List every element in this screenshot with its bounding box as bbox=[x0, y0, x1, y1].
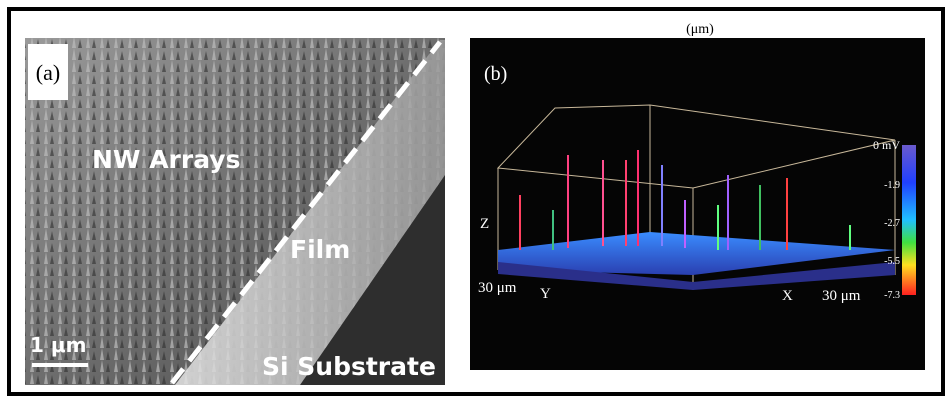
axis-extent: 30 μm bbox=[822, 288, 861, 304]
panel-b: (μm) (b) 0 mV bbox=[470, 22, 925, 370]
plot-background bbox=[470, 38, 925, 370]
axis-label: X bbox=[782, 288, 793, 304]
colorbar-label: -2.7 bbox=[884, 218, 900, 229]
colorbar-label: -1.9 bbox=[884, 180, 900, 191]
panel-a: (a) NW Arrays Film Si Substrate 1 μm bbox=[25, 38, 445, 385]
axis-label: Y bbox=[540, 286, 551, 302]
scale-label: 1 μm bbox=[30, 333, 86, 357]
region-label: Film bbox=[290, 235, 350, 264]
region-label: NW Arrays bbox=[92, 145, 241, 174]
top-text: (μm) bbox=[686, 22, 714, 37]
colorbar bbox=[902, 145, 916, 295]
colorbar-label: -7.3 bbox=[884, 290, 900, 301]
colorbar-label: -5.5 bbox=[884, 256, 900, 267]
panel-label: (b) bbox=[484, 63, 507, 85]
figure: (a) NW Arrays Film Si Substrate 1 μm (μm… bbox=[0, 0, 952, 403]
panel-label: (a) bbox=[36, 60, 60, 85]
axis-label: Z bbox=[480, 216, 489, 232]
colorbar-label: 0 mV bbox=[873, 138, 900, 152]
axis-extent: 30 μm bbox=[478, 280, 517, 296]
region-label: Si Substrate bbox=[262, 352, 436, 381]
